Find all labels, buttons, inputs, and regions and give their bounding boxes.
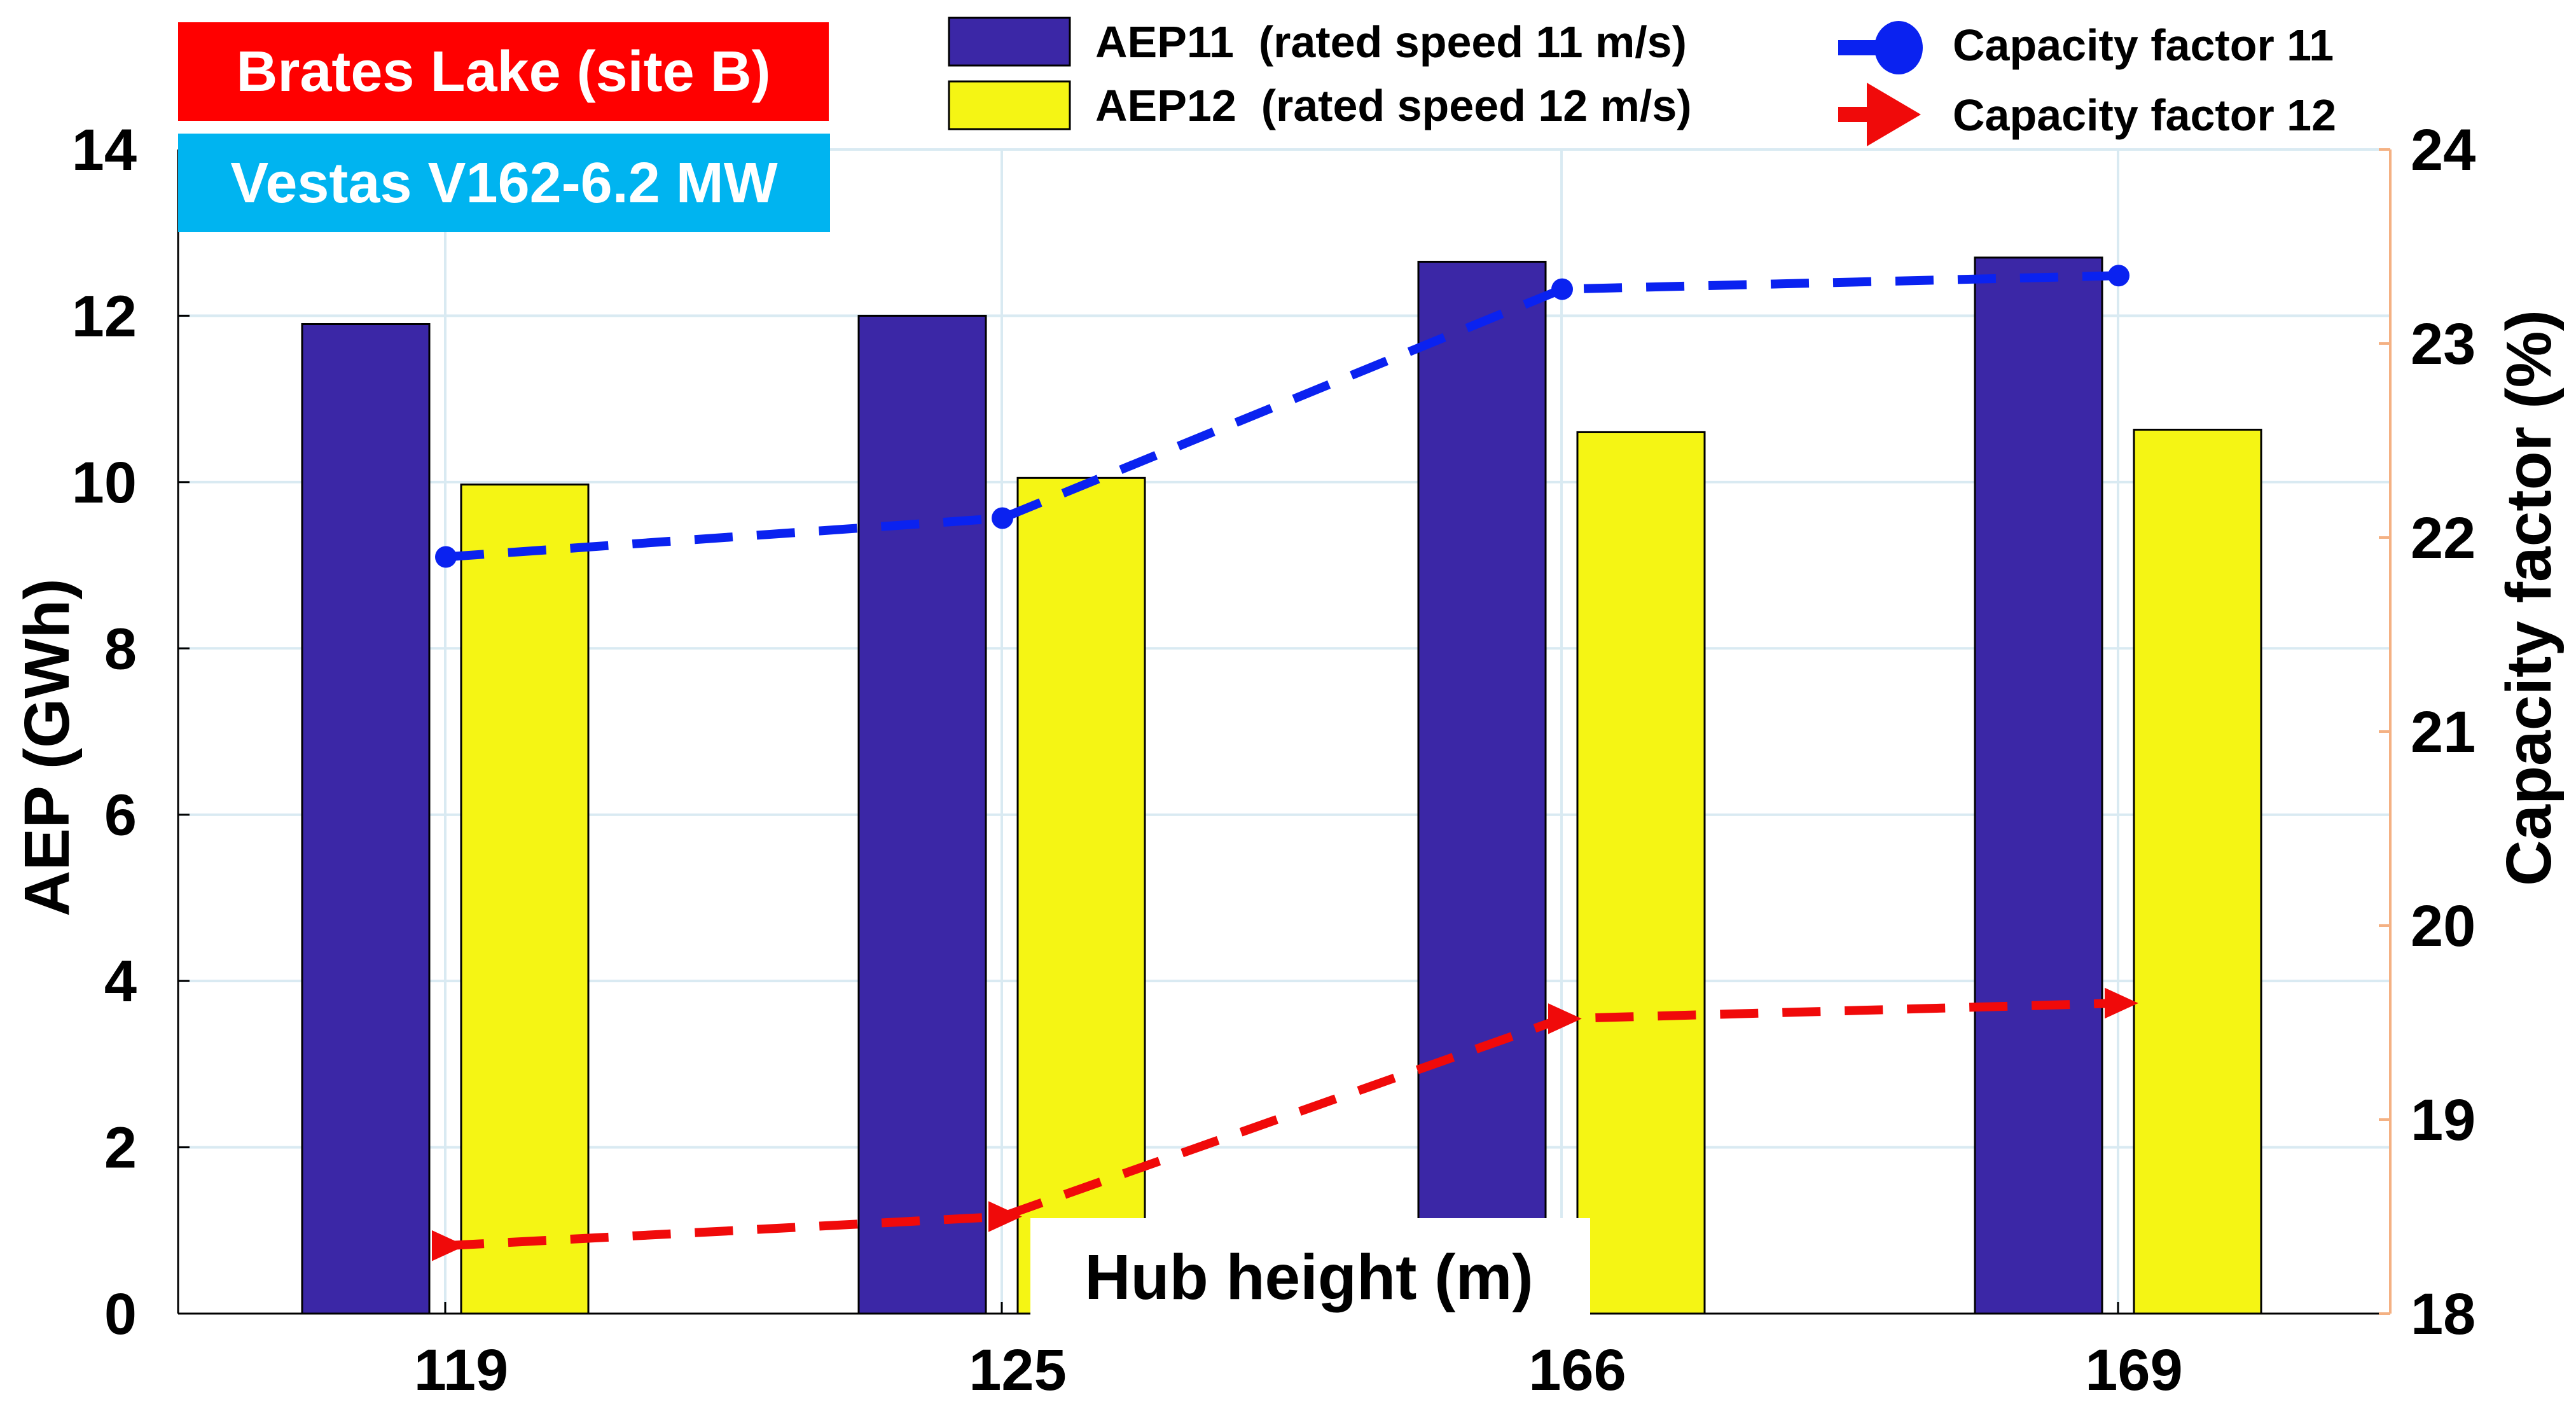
y-tick-label-7: 14 xyxy=(72,118,137,183)
bar-aep11-169 xyxy=(1974,256,2103,1315)
legend-swatch-aep11 xyxy=(948,17,1071,67)
y-axis-title: AEP (GWh) xyxy=(11,578,83,916)
bar-aep11-166 xyxy=(1417,260,1547,1315)
y2-tick-label-6: 24 xyxy=(2411,118,2476,183)
legend-label-cf11: Capacity factor 11 xyxy=(1953,20,2334,70)
y-tick-label-2: 4 xyxy=(104,949,137,1014)
x-tick-label-166: 166 xyxy=(1528,1338,1626,1403)
bars xyxy=(301,256,2262,1315)
line-cf12 xyxy=(445,999,2119,1251)
bar-aep12-119 xyxy=(460,483,590,1315)
legend-marker-cf12 xyxy=(1838,83,1921,146)
y-tick-label-4: 8 xyxy=(104,616,137,681)
legend-label-cf12: Capacity factor 12 xyxy=(1953,90,2336,140)
y2-tick-label-1: 19 xyxy=(2411,1088,2476,1153)
point-cf12-169 xyxy=(2105,987,2138,1019)
y-tick-label-5: 10 xyxy=(72,450,137,515)
y-tick-label-3: 6 xyxy=(104,783,137,848)
point-cf11-119 xyxy=(435,546,457,568)
legend-dot-cf11 xyxy=(1874,21,1923,74)
bar-aep12-169 xyxy=(2133,429,2262,1315)
point-cf12-119 xyxy=(432,1230,466,1261)
legend-label-aep11: AEP11 (rated speed 11 m/s) xyxy=(1095,17,1687,67)
y2-tick-label-4: 22 xyxy=(2411,506,2476,571)
point-cf11-166 xyxy=(1551,278,1573,300)
bar-aep12-166 xyxy=(1576,431,1706,1315)
point-cf12-125 xyxy=(988,1201,1022,1232)
turbine-label: Vestas V162-6.2 MW xyxy=(178,134,830,232)
bar-aep11-119 xyxy=(301,323,431,1315)
x-tick-label-125: 125 xyxy=(969,1338,1067,1403)
point-cf11-169 xyxy=(2108,265,2129,287)
legend-marker-cf11 xyxy=(1838,21,1923,74)
x-axis-title: Hub height (m) xyxy=(1084,1242,1533,1313)
point-cf12-166 xyxy=(1548,1003,1582,1034)
y-tick-label-0: 0 xyxy=(104,1282,137,1347)
y2-tick-label-0: 18 xyxy=(2411,1282,2476,1347)
y-tick-label-1: 2 xyxy=(104,1116,137,1181)
legend: AEP11 (rated speed 11 m/s) AEP12 (rated … xyxy=(948,17,2336,146)
y-tick-label-6: 12 xyxy=(72,284,137,349)
legend-arrow-cf12 xyxy=(1867,83,1921,146)
point-cf11-125 xyxy=(992,507,1013,529)
line-cf11 xyxy=(445,271,2119,562)
legend-label-aep12: AEP12 (rated speed 12 m/s) xyxy=(1095,81,1692,130)
x-axis-title-box xyxy=(1030,1218,1590,1333)
y2-tick-label-3: 21 xyxy=(2411,700,2476,765)
y2-tick-label-5: 23 xyxy=(2411,312,2476,377)
x-tick-label-169: 169 xyxy=(2085,1338,2183,1403)
capacity-factor-lines xyxy=(432,265,2138,1261)
y2-tick-label-2: 20 xyxy=(2411,894,2476,959)
legend-swatch-aep12 xyxy=(948,80,1071,130)
site-label: Brates Lake (site B) xyxy=(178,22,829,121)
x-tick-label-119: 119 xyxy=(414,1338,508,1403)
y2-axis-title: Capacity factor (%) xyxy=(2493,310,2565,886)
bar-aep11-125 xyxy=(857,314,987,1315)
